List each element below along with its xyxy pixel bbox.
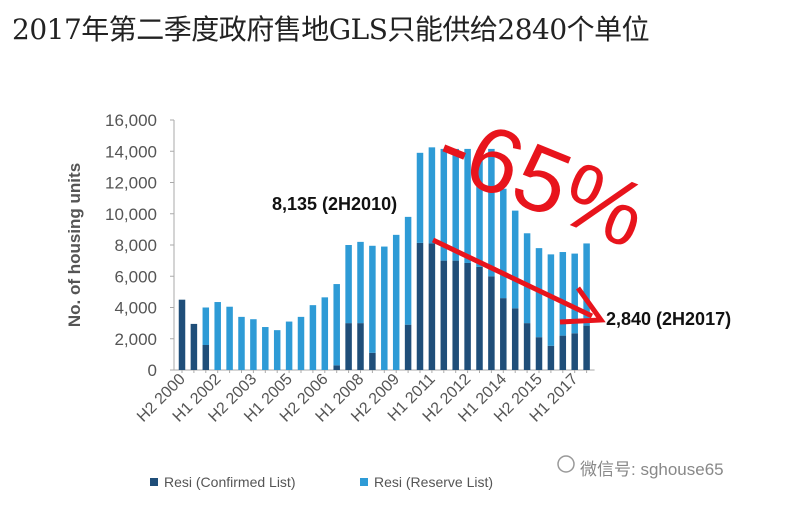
bar-reserve (440, 148, 448, 261)
bar-reserve (285, 321, 293, 370)
bar-confirmed (559, 335, 567, 370)
bar-confirmed (535, 337, 543, 370)
bar-reserve (488, 148, 495, 277)
bar-confirmed (357, 323, 364, 370)
bar-confirmed (511, 308, 519, 370)
legend-label: Resi (Confirmed List) (164, 474, 296, 490)
y-tick-label: 8,000 (114, 236, 157, 255)
bar-reserve (511, 210, 519, 309)
annotation-peak: 8,135 (2H2010) (272, 194, 398, 214)
y-tick-label: 12,000 (105, 174, 157, 193)
bar-reserve (500, 188, 507, 299)
bar-confirmed (345, 323, 352, 370)
bar-reserve (392, 234, 400, 370)
y-tick-label: 4,000 (114, 299, 157, 318)
bar-confirmed (500, 298, 507, 370)
bar-confirmed (202, 345, 210, 370)
bar-reserve (404, 216, 412, 325)
bar-confirmed (428, 243, 436, 370)
bar-confirmed (369, 352, 376, 370)
bar-reserve (583, 243, 590, 326)
y-axis-title: No. of housing units (65, 163, 84, 327)
bar-confirmed (583, 325, 590, 370)
bar-confirmed (476, 266, 483, 370)
bar-reserve (202, 307, 210, 345)
y-tick-label: 2,000 (114, 330, 157, 349)
page-title: 2017年第二季度政府售地GLS只能供给2840个单位 (12, 13, 650, 46)
bar-reserve (226, 306, 233, 370)
bar-reserve (214, 302, 221, 370)
bar-confirmed (488, 276, 495, 370)
bar-reserve (559, 252, 567, 336)
bar-reserve (476, 150, 483, 267)
bar-confirmed (404, 324, 412, 370)
y-tick-label: 14,000 (105, 142, 157, 161)
annotation-latest: 2,840 (2H2017) (606, 309, 732, 329)
bar-reserve (369, 245, 376, 353)
bar-confirmed (440, 260, 448, 370)
bar-reserve (416, 152, 424, 243)
wechat-icon (557, 455, 575, 473)
trend-arrow (431, 237, 594, 319)
legend-swatch (360, 478, 368, 486)
bar-confirmed (190, 323, 198, 370)
bar-reserve (309, 305, 317, 370)
bar-reserve (273, 330, 281, 370)
bar-reserve (250, 319, 257, 370)
bar-confirmed (523, 323, 531, 370)
bar-reserve (381, 246, 388, 370)
legend-item-confirmed: Resi (Confirmed List) (150, 474, 295, 490)
legend-label: Resi (Reserve List) (374, 474, 494, 490)
bar-confirmed (571, 333, 578, 370)
bar-reserve (345, 245, 352, 324)
legend-item-reserve: Resi (Reserve List) (360, 474, 493, 490)
arrow-head-icon (559, 286, 606, 325)
bar-confirmed (452, 260, 459, 370)
bar-confirmed (333, 365, 340, 370)
bar-reserve (428, 147, 436, 244)
y-tick-label: 10,000 (105, 205, 157, 224)
y-tick-label: 6,000 (114, 267, 157, 286)
bar-reserve (238, 316, 245, 370)
bar-confirmed (178, 299, 186, 370)
bar-reserve (523, 233, 531, 324)
bar-reserve (357, 241, 364, 324)
bar-reserve (297, 316, 305, 370)
bar-reserve (452, 148, 459, 261)
bar-reserve (321, 297, 329, 370)
watermark: 微信号: sghouse65 (580, 460, 724, 479)
y-tick-label: 0 (148, 361, 157, 380)
y-tick-label: 16,000 (105, 111, 157, 130)
bar-confirmed (464, 262, 471, 370)
bar-confirmed (547, 345, 555, 370)
legend-swatch (150, 478, 158, 486)
bar-reserve (571, 253, 578, 334)
bar-reserve (464, 148, 471, 263)
bar-reserve (547, 254, 555, 346)
bar-confirmed (416, 242, 424, 370)
bar-reserve (333, 284, 340, 366)
bar-reserve (262, 327, 269, 370)
